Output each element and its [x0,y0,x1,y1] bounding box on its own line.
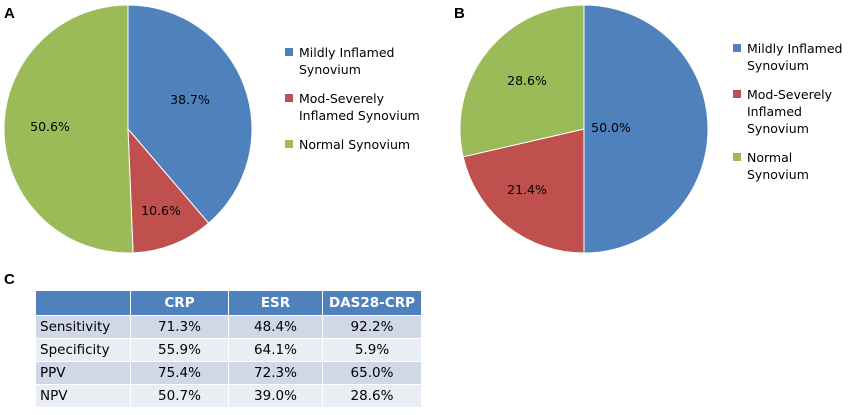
table-row: PPV 75.4% 72.3% 65.0% [36,362,421,385]
legend-item-mild: Mildly Inflamed Synovium [733,40,851,74]
table-cell: 92.2% [323,316,422,339]
legend-label-line2: Inflamed Synovium [747,103,851,137]
legend-label-line1: Normal Synovium [299,136,420,153]
legend-label-line1: Normal Synovium [747,149,851,183]
legend-item-severe: Mod-Severely Inflamed Synovium [285,90,420,124]
pie-chart-a: 38.7% 10.6% 50.6% [0,0,260,260]
table-cell: 75.4% [131,362,229,385]
table-row: Specificity 55.9% 64.1% 5.9% [36,339,421,362]
table-header-cell [36,291,131,316]
table-cell: 50.7% [131,385,229,408]
table-header-cell: ESR [229,291,323,316]
legend-swatch-normal [733,153,741,161]
table-row: Sensitivity 71.3% 48.4% 92.2% [36,316,421,339]
table-cell: 48.4% [229,316,323,339]
panel-c-label: C [4,271,15,288]
table-cell: 64.1% [229,339,323,362]
legend-swatch-severe [285,94,293,102]
slice-normal-label: 50.6% [30,119,70,134]
slice-severe-label: 21.4% [507,182,547,197]
metrics-table: CRP ESR DAS28-CRP Sensitivity 71.3% 48.4… [36,291,421,407]
table-row-header: NPV [36,385,131,408]
legend-item-normal: Normal Synovium [733,149,851,183]
legend-item-normal: Normal Synovium [285,136,420,153]
table-cell: 5.9% [323,339,422,362]
slice-normal-label: 28.6% [507,73,547,88]
slice-mild-label: 38.7% [170,92,210,107]
slice-severe-label: 10.6% [141,203,181,218]
table-cell: 28.6% [323,385,422,408]
table-header-row: CRP ESR DAS28-CRP [36,291,421,316]
legend-label-line1: Mod-Severely [747,86,851,103]
table-cell: 39.0% [229,385,323,408]
slice-mild-label: 50.0% [591,120,631,135]
table-row-header: Sensitivity [36,316,131,339]
legend-item-mild: Mildly Inflamed Synovium [285,44,420,78]
legend-swatch-normal [285,140,293,148]
legend-label-line1: Mod-Severely [299,90,420,107]
table-header-cell: DAS28-CRP [323,291,422,316]
legend-swatch-mild [733,44,741,52]
table-row-header: PPV [36,362,131,385]
legend-item-severe: Mod-Severely Inflamed Synovium [733,86,851,137]
table-cell: 55.9% [131,339,229,362]
legend-label-line2: Synovium [747,57,851,74]
legend-b: Mildly Inflamed Synovium Mod-Severely In… [733,40,851,195]
table-cell: 72.3% [229,362,323,385]
table-row: NPV 50.7% 39.0% 28.6% [36,385,421,408]
table-cell: 71.3% [131,316,229,339]
legend-a: Mildly Inflamed Synovium Mod-Severely In… [285,44,420,165]
legend-label-line2: Synovium [299,61,420,78]
pie-chart-b: 50.0% 21.4% 28.6% [455,0,715,260]
table-row-header: Specificity [36,339,131,362]
legend-label-line1: Mildly Inflamed [299,44,420,61]
table-header-cell: CRP [131,291,229,316]
legend-swatch-mild [285,48,293,56]
legend-label-line2: Inflamed Synovium [299,107,420,124]
legend-label-line1: Mildly Inflamed [747,40,851,57]
legend-swatch-severe [733,90,741,98]
table-cell: 65.0% [323,362,422,385]
